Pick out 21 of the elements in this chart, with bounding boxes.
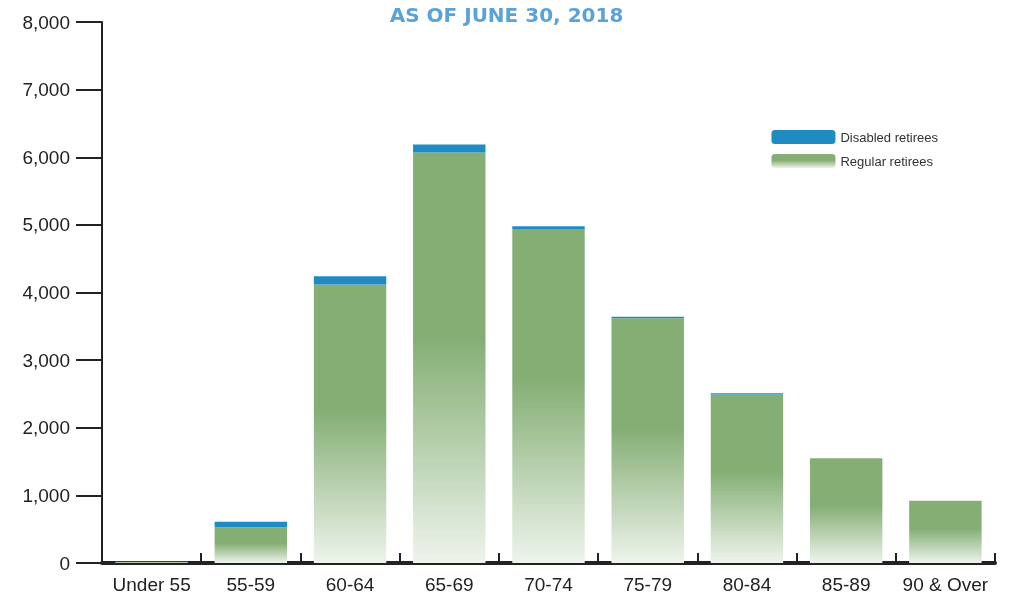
legend-label: Regular retirees <box>840 153 934 169</box>
y-tick-label: 6,000 <box>22 146 70 168</box>
x-tick-label: 75-79 <box>623 574 673 595</box>
y-tick-label: 2,000 <box>22 417 70 439</box>
x-tick-label: 80-84 <box>722 574 772 595</box>
x-tick-label: Under 55 <box>112 574 191 595</box>
x-tick-label: 85-89 <box>821 574 871 595</box>
x-tick-label: 90 & Over <box>902 574 989 595</box>
legend-label: Disabled retirees <box>840 129 939 145</box>
y-tick-label: 3,000 <box>22 349 70 371</box>
y-tick-label: 0 <box>59 552 70 574</box>
x-tick-label: 60-64 <box>325 574 375 595</box>
y-tick-label: 8,000 <box>22 11 70 33</box>
chart-subtitle: AS OF JUNE 30, 2018 <box>389 3 624 27</box>
y-tick-label: 5,000 <box>22 214 70 236</box>
y-tick-label: 1,000 <box>22 484 70 506</box>
y-tick-label: 4,000 <box>22 282 70 303</box>
y-tick-label: 7,000 <box>22 79 70 101</box>
x-tick-label: 65-69 <box>424 574 474 595</box>
x-tick-label: 70-74 <box>524 574 574 595</box>
x-tick-label: 55-59 <box>226 574 276 595</box>
